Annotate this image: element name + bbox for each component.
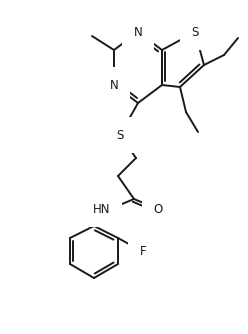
Text: F: F: [140, 244, 146, 258]
Text: HN: HN: [93, 202, 110, 215]
Text: N: N: [110, 78, 118, 92]
Text: O: O: [153, 202, 163, 215]
Text: S: S: [191, 25, 199, 38]
Text: N: N: [134, 25, 142, 38]
Text: S: S: [116, 129, 124, 142]
